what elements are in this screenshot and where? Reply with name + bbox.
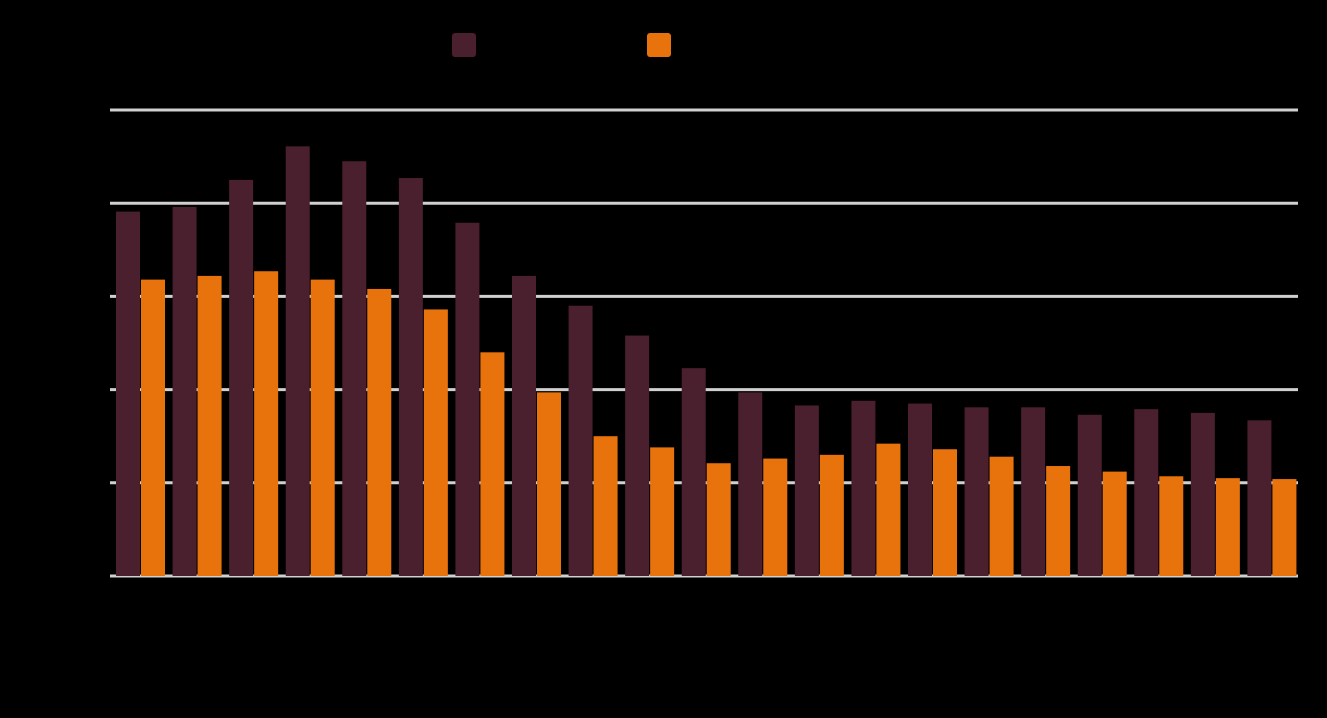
bar [537,392,561,576]
bar [625,335,650,576]
bar [933,449,957,576]
bar [851,400,876,576]
bar [398,178,423,576]
bar [172,206,197,577]
bar [229,179,254,576]
bar [794,405,819,576]
bar [876,443,901,576]
bar [1134,409,1159,576]
bar [1190,412,1215,576]
bar [512,275,536,576]
bar [908,403,932,576]
bar [819,454,844,576]
bar [1215,478,1240,576]
bar [116,211,140,576]
bar [285,146,310,576]
bar [141,279,165,576]
bar [1272,479,1297,576]
bar [1077,414,1102,576]
bar [681,368,706,576]
bar [1102,471,1127,576]
bar [423,309,448,576]
bar [964,407,989,576]
bar [1021,407,1046,576]
bar [342,161,367,576]
bar [1247,420,1272,576]
bar [989,456,1014,576]
bar [1159,476,1184,576]
bar [706,463,731,576]
bar [455,222,480,576]
legend-marker [452,33,476,57]
legend-marker [647,33,671,57]
bar [593,436,618,576]
bar [254,271,279,576]
bar [568,305,593,576]
bar [650,447,675,576]
bar [480,352,505,576]
bar [310,279,335,576]
bar [367,288,392,576]
bar [1046,466,1071,576]
bar [738,392,763,576]
bar [763,458,788,576]
bar [197,275,222,576]
